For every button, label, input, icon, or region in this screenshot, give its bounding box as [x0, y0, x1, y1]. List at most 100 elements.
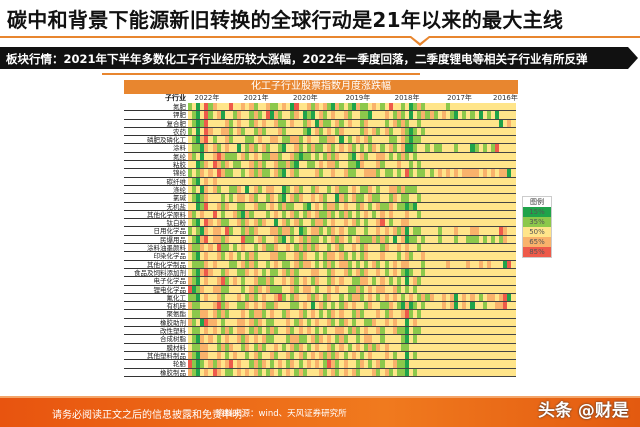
heatmap-cell — [278, 351, 283, 360]
heatmap-cell — [212, 227, 217, 235]
heatmap-row — [188, 252, 516, 261]
heatmap-cell — [364, 227, 369, 235]
heatmap-cell — [319, 285, 324, 293]
heatmap-cell — [323, 360, 328, 368]
heatmap-cell — [306, 177, 311, 185]
heatmap-cell — [216, 177, 221, 185]
heatmap-cell — [245, 219, 250, 227]
heatmap-cell — [314, 360, 319, 368]
heatmap-cell — [314, 252, 319, 260]
banner-arrow-icon — [628, 47, 638, 69]
heatmap-cell — [347, 127, 352, 136]
heatmap-cell — [425, 152, 430, 161]
heatmap-cell — [490, 368, 496, 376]
heatmap-cell — [359, 194, 365, 202]
heatmap-cell — [372, 327, 377, 335]
heatmap-cell — [200, 219, 205, 227]
heatmap-cell — [404, 310, 410, 318]
heatmap-cell — [478, 210, 483, 219]
heatmap-cell — [339, 285, 344, 293]
heatmap-cell — [368, 360, 373, 368]
heatmap-cell — [409, 152, 414, 161]
heatmap-cell — [273, 210, 279, 219]
heatmap-cell — [503, 268, 508, 277]
heatmap-cell — [331, 360, 336, 368]
heatmap-cell — [388, 127, 393, 136]
heatmap-cell — [228, 268, 234, 277]
heatmap-cell — [372, 152, 377, 161]
heatmap-cell — [507, 351, 512, 360]
heatmap-cell — [351, 103, 356, 111]
heatmap-cell — [458, 119, 463, 127]
heatmap-cell — [224, 119, 229, 127]
heatmap-cell — [470, 202, 475, 210]
heatmap-cell — [233, 127, 238, 136]
heatmap-cell — [458, 161, 463, 169]
heatmap-cell — [359, 343, 365, 351]
heatmap-cell — [400, 235, 405, 244]
heatmap-cell — [503, 302, 508, 310]
heatmap-cell — [470, 127, 475, 136]
heatmap-cell — [253, 327, 258, 335]
heatmap-cell — [384, 119, 389, 127]
heatmap-cell — [359, 103, 365, 111]
heatmap-cell — [372, 318, 377, 327]
heatmap-cell — [462, 161, 467, 169]
heatmap-cell — [384, 318, 389, 327]
heatmap-cell — [400, 185, 405, 194]
heatmap-cell — [421, 351, 426, 360]
heatmap-cell — [458, 127, 463, 136]
footer-bar — [0, 398, 640, 427]
heatmap-cell — [200, 235, 205, 244]
heatmap-cell — [331, 227, 336, 235]
heatmap-cell — [196, 368, 201, 376]
heatmap-row — [188, 111, 516, 120]
heatmap-cell — [392, 161, 397, 169]
heatmap-cell — [450, 368, 455, 376]
heatmap-cell — [310, 144, 315, 152]
heatmap-cell — [470, 351, 475, 360]
heatmap-cell — [368, 277, 373, 285]
heatmap-cell — [302, 285, 307, 293]
heatmap-cell — [364, 185, 369, 194]
heatmap-cell — [208, 335, 213, 343]
heatmap-cell — [314, 127, 319, 136]
heatmap-cell — [306, 302, 311, 310]
heatmap-cell — [237, 244, 242, 252]
heatmap-cell — [306, 310, 311, 318]
heatmap-cell — [409, 252, 414, 260]
heatmap-cell — [355, 351, 360, 360]
heatmap-cell — [204, 103, 209, 111]
heatmap-cell — [319, 169, 324, 177]
heatmap-cell — [474, 194, 479, 202]
heatmap-cell — [220, 235, 225, 244]
heatmap-cell — [314, 210, 319, 219]
heatmap-cell — [208, 277, 213, 285]
heatmap-cell — [245, 144, 250, 152]
heatmap-cell — [310, 227, 315, 235]
heatmap-cell — [192, 277, 197, 285]
heatmap-cell — [380, 111, 385, 119]
row-label: 涤纶 — [124, 186, 188, 195]
heatmap-cell — [228, 127, 234, 136]
heatmap-cell — [400, 111, 405, 119]
heatmap-cell — [224, 127, 229, 136]
heatmap-cell — [294, 177, 299, 185]
heatmap-cell — [495, 327, 500, 335]
heatmap-cell — [351, 185, 356, 194]
heatmap-cell — [192, 202, 197, 210]
heatmap-cell — [417, 268, 422, 277]
heatmap-cell — [302, 127, 307, 136]
heatmap-cell — [413, 119, 418, 127]
heatmap-cell — [490, 360, 496, 368]
heatmap-cell — [278, 136, 283, 144]
heatmap-cell — [355, 177, 360, 185]
heatmap-cell — [282, 169, 287, 177]
heatmap-cell — [319, 111, 324, 119]
heatmap-cell — [298, 177, 303, 185]
heatmap-cell — [319, 335, 324, 343]
heatmap-cell — [228, 111, 234, 119]
heatmap-cell — [323, 177, 328, 185]
heatmap-cell — [331, 194, 336, 202]
heatmap-cell — [503, 244, 508, 252]
